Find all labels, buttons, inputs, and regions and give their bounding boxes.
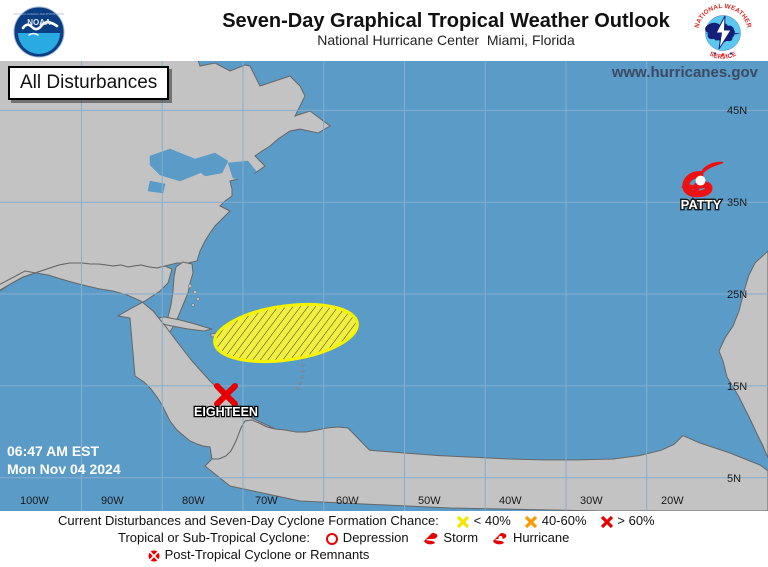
svg-text:90W: 90W [101, 495, 124, 507]
svg-text:45N: 45N [727, 105, 747, 117]
svg-text:60W: 60W [336, 495, 359, 507]
svg-text:PATTY: PATTY [681, 197, 722, 212]
svg-text:20W: 20W [661, 495, 684, 507]
svg-text:100W: 100W [20, 495, 49, 507]
svg-text:15N: 15N [727, 381, 747, 393]
svg-text:NOAA: NOAA [27, 18, 51, 27]
svg-text:NATIONAL OCEANIC AND ATMOSPHER: NATIONAL OCEANIC AND ATMOSPHERIC [14, 12, 65, 16]
svg-text:80W: 80W [182, 495, 205, 507]
svg-text:35N: 35N [727, 197, 747, 209]
svg-text:5N: 5N [727, 473, 741, 485]
svg-text:50W: 50W [418, 495, 441, 507]
svg-text:EIGHTEEN: EIGHTEEN [194, 405, 258, 419]
svg-text:25N: 25N [727, 289, 747, 301]
svg-text:40W: 40W [499, 495, 522, 507]
svg-text:70W: 70W [255, 495, 278, 507]
svg-text:30W: 30W [580, 495, 603, 507]
